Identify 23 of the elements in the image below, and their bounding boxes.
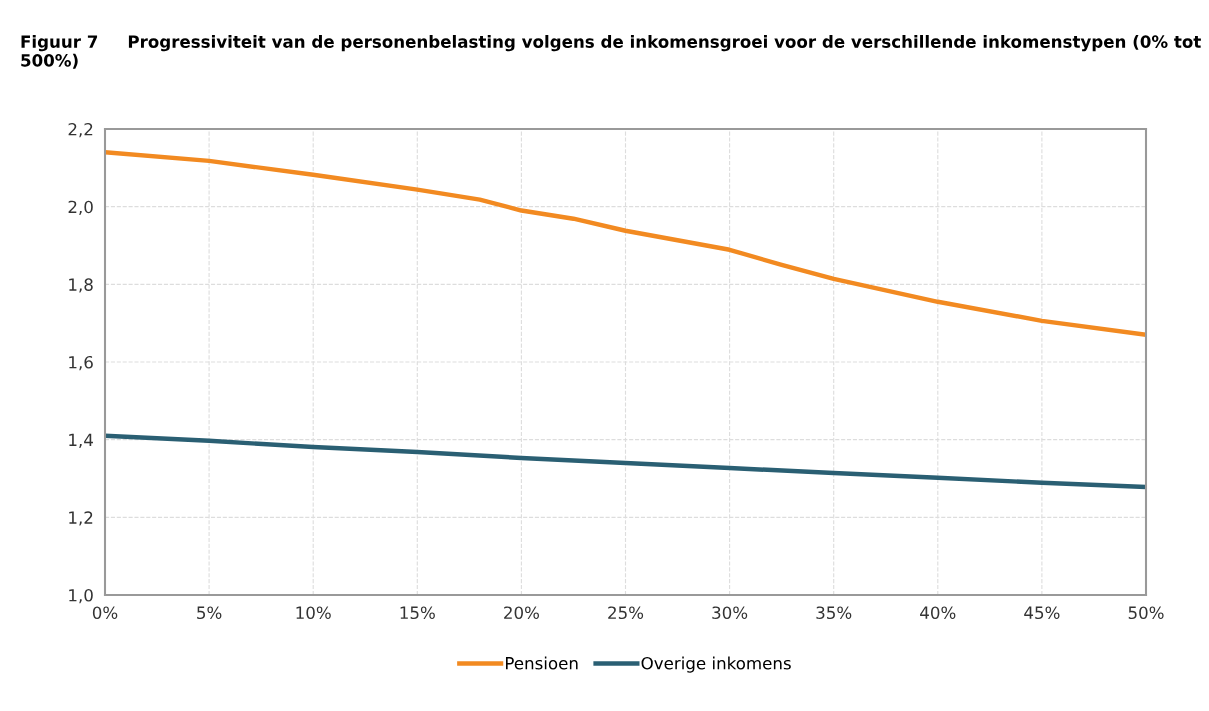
- line-series: [105, 150, 1146, 338]
- x-tick-label: 20%: [504, 606, 539, 620]
- x-tick-label: 25%: [608, 606, 644, 620]
- y-tick-label: 1,6: [69, 355, 93, 371]
- line-series: [105, 433, 1146, 490]
- x-tick-label: 30%: [712, 606, 748, 620]
- y-tick-label: 2,0: [68, 200, 93, 215]
- y-tick-label: 2,2: [68, 122, 93, 138]
- chart-title: Figuur 7 Progressiviteit van de personenbelasting volgens de inkomensgroei voor de verschillende inkomenstypen (0% tot 500%): [21, 35, 1201, 69]
- legend-label: Overige inkomens: [641, 656, 791, 673]
- y-tick-label: 1,0: [69, 588, 93, 604]
- legend-label: Pensioen: [505, 656, 578, 670]
- x-tick-label: 5%: [197, 606, 222, 620]
- x-tick-label: 35%: [816, 606, 852, 620]
- x-tick-label: 0%: [92, 606, 118, 620]
- x-tick-label: 45%: [1024, 606, 1060, 620]
- y-tick-label: 1,2: [69, 511, 93, 526]
- y-tick-label: 1,4: [69, 433, 93, 448]
- x-tick-label: 15%: [400, 606, 435, 620]
- x-tick-label: 10%: [296, 606, 331, 620]
- y-tick-label: 1,8: [69, 278, 93, 293]
- x-tick-label: 40%: [920, 606, 956, 620]
- x-tick-label: 50%: [1128, 606, 1164, 620]
